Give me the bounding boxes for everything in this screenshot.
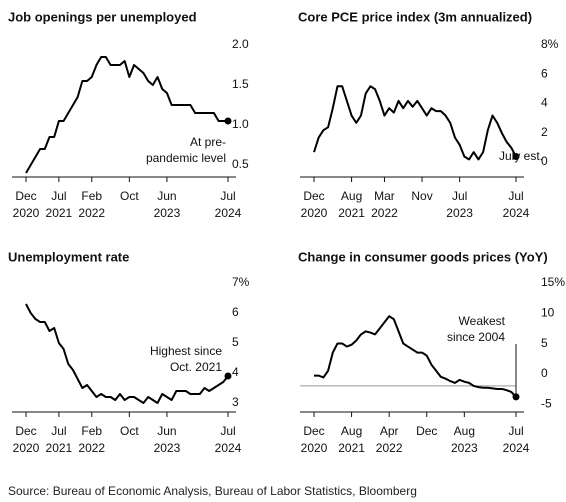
x-tick-label: 2021 <box>46 206 73 220</box>
x-tick-label: Nov <box>411 189 432 203</box>
x-tick-label: 2023 <box>154 441 181 455</box>
line <box>313 85 517 161</box>
x-tick-label: 2022 <box>78 206 105 220</box>
annotation-line: Weakest <box>459 314 506 328</box>
y-tick-label: 8% <box>541 37 559 51</box>
x-tick-label: Jun <box>157 424 176 438</box>
x-tick-label: Dec <box>303 189 324 203</box>
x-tick-label: Feb <box>81 424 102 438</box>
x-tick-label: Jul <box>51 424 66 438</box>
x-tick-label: 2023 <box>451 441 478 455</box>
y-tick-label: 5 <box>232 335 239 349</box>
y-tick-label: 0 <box>541 154 548 168</box>
x-tick-label: Jul <box>508 189 523 203</box>
x-tick-label: Jul <box>220 424 235 438</box>
x-tick-label: 2020 <box>13 441 40 455</box>
source: Source: Bureau of Economic Analysis, Bur… <box>8 484 417 498</box>
y-tick-label: 6 <box>232 305 239 319</box>
x-tick-label: Jul <box>51 189 66 203</box>
chart-panel: Unemployment rate 7% 6 5 4 3 Dec 2020 Jul 2021 Feb… <box>8 249 250 455</box>
x-tick-label: Dec <box>416 424 437 438</box>
x-tick-label: 2023 <box>154 206 181 220</box>
chart-panel: Job openings per unemployed 2.0 1.5 1.0 0.5 D… <box>8 9 249 220</box>
y-tick-label: 10 <box>541 305 555 319</box>
line <box>25 303 229 404</box>
x-tick-label: 2022 <box>371 206 398 220</box>
y-tick-label: 1.5 <box>232 77 249 91</box>
y-tick-label: 4 <box>232 365 239 379</box>
chart-panel: Change in consumer goods prices (YoY) 15%… <box>298 249 565 455</box>
x-tick-label: Dec <box>15 424 36 438</box>
y-tick-label: 0.5 <box>232 157 249 171</box>
x-tick-label: Feb <box>81 189 102 203</box>
annotation-line: since 2004 <box>447 330 505 344</box>
x-tick-label: 2022 <box>78 441 105 455</box>
x-tick-label: Jul <box>452 189 467 203</box>
end-dot <box>224 372 232 380</box>
x-tick-label: 2024 <box>215 206 242 220</box>
annotation-line: July est. <box>499 149 543 163</box>
x-tick-label: 2021 <box>338 206 365 220</box>
x-tick-label: Oct <box>120 424 139 438</box>
annotation: At pre-pandemic level <box>146 135 226 165</box>
x-tick-label: 2023 <box>446 206 473 220</box>
x-tick-label: Dec <box>303 424 324 438</box>
y-tick-label: 15% <box>541 275 565 289</box>
x-tick-label: 2020 <box>301 441 328 455</box>
line <box>25 56 228 174</box>
end-dot <box>512 393 520 401</box>
x-tick-label: Apr <box>380 424 399 438</box>
y-tick-label: -5 <box>541 396 552 410</box>
x-tick-label: Dec <box>15 189 36 203</box>
chart-title: Job openings per unemployed <box>8 9 197 24</box>
x-tick-label: Aug <box>454 424 475 438</box>
y-tick-label: 0 <box>541 366 548 380</box>
y-tick-label: 6 <box>541 66 548 80</box>
x-tick-label: 2022 <box>376 441 403 455</box>
x-tick-label: Oct <box>120 189 139 203</box>
x-tick-label: Aug <box>341 424 362 438</box>
x-tick-label: 2024 <box>215 441 242 455</box>
x-tick-label: 2021 <box>46 441 73 455</box>
y-tick-label: 2 <box>541 125 548 139</box>
end-dot <box>224 117 232 125</box>
annotation: July est. <box>499 149 543 163</box>
x-tick-label: Aug <box>341 189 362 203</box>
chart-panel: Core PCE price index (3m annualized) 8% 6 4… <box>298 9 559 220</box>
x-tick-label: Jul <box>220 189 235 203</box>
x-tick-label: 2020 <box>301 206 328 220</box>
annotation-line: Oct. 2021 <box>170 360 222 374</box>
annotation-line: Highest since <box>150 344 222 358</box>
annotation: Highest since Oct. 2021 <box>150 344 222 374</box>
x-tick-label: 2020 <box>13 206 40 220</box>
x-tick-label: Mar <box>374 189 395 203</box>
y-tick-label: 3 <box>232 395 239 409</box>
chart-title: Core PCE price index (3m annualized) <box>298 9 532 24</box>
x-tick-label: Jul <box>508 424 523 438</box>
x-tick-label: Jun <box>157 189 176 203</box>
y-tick-label: 7% <box>232 275 250 289</box>
y-tick-label: 4 <box>541 96 548 110</box>
line <box>314 315 517 398</box>
x-tick-label: 2024 <box>503 441 530 455</box>
chart-title: Unemployment rate <box>8 249 129 264</box>
x-tick-label: 2021 <box>338 441 365 455</box>
y-tick-label: 1.0 <box>232 117 249 131</box>
x-tick-label: 2024 <box>503 206 530 220</box>
annotation-line: pandemic level <box>146 151 226 165</box>
y-tick-label: 2.0 <box>232 37 249 51</box>
chart-title: Change in consumer goods prices (YoY) <box>298 249 548 264</box>
annotation-line: At pre- <box>190 135 226 149</box>
annotation: Weakest since 2004 <box>447 314 506 344</box>
end-dot <box>512 153 520 161</box>
y-tick-label: 5 <box>541 336 548 350</box>
